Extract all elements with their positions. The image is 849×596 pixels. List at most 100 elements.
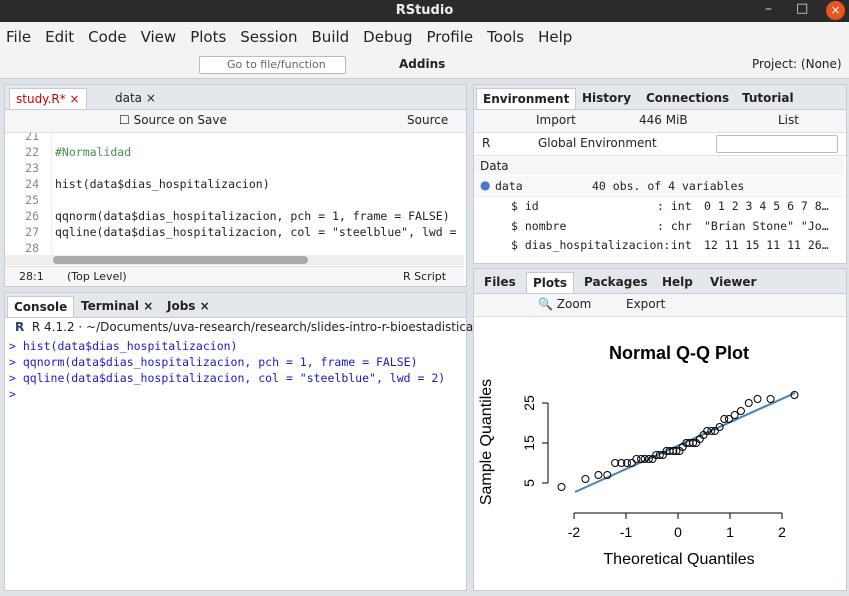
tab-label: data [115, 91, 143, 105]
label: Source on Save [133, 113, 227, 127]
tab[interactable]: Plots [526, 272, 575, 293]
file-type[interactable]: R Script [403, 270, 447, 283]
point [594, 471, 603, 479]
maximize[interactable]: □ [796, 1, 809, 16]
point [715, 423, 724, 431]
thumb [53, 256, 308, 264]
scope[interactable]: Global Environment [538, 136, 657, 150]
console-output[interactable]: > hist(data$dias_hospitalizacion) > qqnor… [9, 339, 464, 403]
console-pane: Console Terminal × Jobs × R R 4.1.2 · ~/… [4, 292, 477, 591]
menu-item[interactable]: Help [538, 28, 573, 46]
source-button[interactable]: Source [407, 113, 449, 127]
plots-toolbar: 🔍 Zoom Export [474, 294, 846, 317]
env-tabs: Environment History Connections Tutorial [474, 85, 846, 110]
plots-tabs: Files Plots Packages Help Viewer [474, 269, 846, 294]
point [632, 455, 641, 463]
var-name: $ dias_hospitalizacion: [511, 238, 671, 252]
zoom[interactable]: 🔍 Zoom [538, 297, 592, 311]
search[interactable] [716, 135, 838, 153]
var-type: : int [657, 199, 692, 213]
object-name: data [495, 179, 523, 193]
point [581, 475, 590, 483]
menu-item[interactable]: Build [311, 28, 350, 46]
point [766, 395, 775, 403]
point [617, 459, 626, 467]
h-scroll [5, 255, 464, 265]
object-row[interactable]: ● data 40 obs. of 4 variables [474, 176, 844, 197]
qq-line [574, 392, 796, 493]
code-line: #Normalidad [55, 145, 132, 159]
line-number: 27 [25, 225, 39, 239]
object-description: 40 obs. of 4 variables [592, 179, 745, 193]
point [730, 411, 739, 419]
tab[interactable]: study.R* × [9, 88, 87, 109]
source-pane: study.R* × data × ☐ Source on Save Sourc… [4, 84, 467, 287]
tab-label: study.R* [16, 92, 66, 106]
line-number: 26 [25, 209, 39, 223]
memory[interactable]: 446 MiB [639, 113, 688, 127]
scope[interactable]: (Top Level) [67, 270, 127, 283]
tab[interactable]: data × [115, 91, 156, 105]
var-value: "Brian Stone" "Jo… [704, 218, 829, 233]
menu-item[interactable]: Tools [487, 28, 525, 46]
project[interactable]: Project: (None) [752, 57, 842, 71]
var-value: 0 1 2 3 4 5 6 7 8… [704, 199, 829, 213]
menu-item[interactable]: Edit [45, 28, 75, 46]
tab[interactable]: Viewer [710, 275, 757, 289]
goto-box[interactable]: Go to file/function [199, 56, 346, 74]
menu-item[interactable]: File [6, 28, 32, 46]
tab[interactable]: Console [7, 296, 75, 317]
point [736, 407, 745, 415]
goto-placeholder: Go to file/function [227, 58, 326, 71]
working-dir: ~/Documents/uva-research/research/slides… [86, 320, 478, 334]
point [689, 439, 698, 447]
menu-item[interactable]: Profile [426, 28, 474, 46]
console-line: > hist(data$dias_hospitalizacion) [9, 339, 238, 353]
r-version: R 4.1.2 [31, 320, 75, 334]
x-tick-label: 1 [726, 524, 734, 540]
point [672, 447, 681, 455]
line-number: 23 [25, 161, 39, 175]
tab[interactable]: Jobs × [167, 299, 210, 313]
menu-item[interactable]: Plots [190, 28, 227, 46]
minimize[interactable]: – [765, 1, 772, 17]
var-type: : chr [657, 218, 692, 233]
tab[interactable]: Packages [584, 275, 648, 289]
addins[interactable]: Addins [399, 57, 446, 71]
plots-pane: Files Plots Packages Help Viewer 🔍 Zoom … [473, 268, 847, 591]
env-toolbar: Import 446 MiB List [474, 110, 846, 133]
title-bar: RStudio – □ × [0, 0, 849, 22]
language[interactable]: R [482, 136, 491, 150]
point [557, 483, 566, 491]
window-title: RStudio [395, 3, 454, 18]
list-view[interactable]: List [778, 113, 799, 127]
point [720, 415, 729, 423]
line-number: 21 [25, 133, 39, 143]
point [703, 427, 712, 435]
source-on-save[interactable]: ☐ Source on Save [119, 113, 227, 127]
tab[interactable]: Connections [646, 91, 730, 105]
menu-item[interactable]: Session [240, 28, 298, 46]
tab[interactable]: Environment [476, 88, 577, 109]
tab[interactable]: Terminal × [81, 299, 154, 313]
point [644, 455, 653, 463]
x-tick-label: 2 [778, 524, 786, 540]
point [710, 427, 719, 435]
tab[interactable]: Files [484, 275, 516, 289]
close[interactable]: × [826, 1, 845, 20]
point [669, 447, 678, 455]
x-tick-label: -2 [568, 524, 581, 540]
tab[interactable]: Help [662, 275, 693, 289]
point [744, 399, 753, 407]
import[interactable]: Import [536, 113, 576, 127]
menu-item[interactable]: Debug [363, 28, 413, 46]
tab[interactable]: Tutorial [742, 91, 794, 105]
menu-item[interactable]: Code [88, 28, 127, 46]
menu-item[interactable]: View [140, 28, 177, 46]
point [627, 459, 636, 467]
export[interactable]: Export [626, 297, 666, 311]
editor[interactable]: 21 22 #Normalidad 23 24 hist(data$dias_hospit… [5, 133, 464, 263]
tab[interactable]: History [582, 91, 632, 105]
